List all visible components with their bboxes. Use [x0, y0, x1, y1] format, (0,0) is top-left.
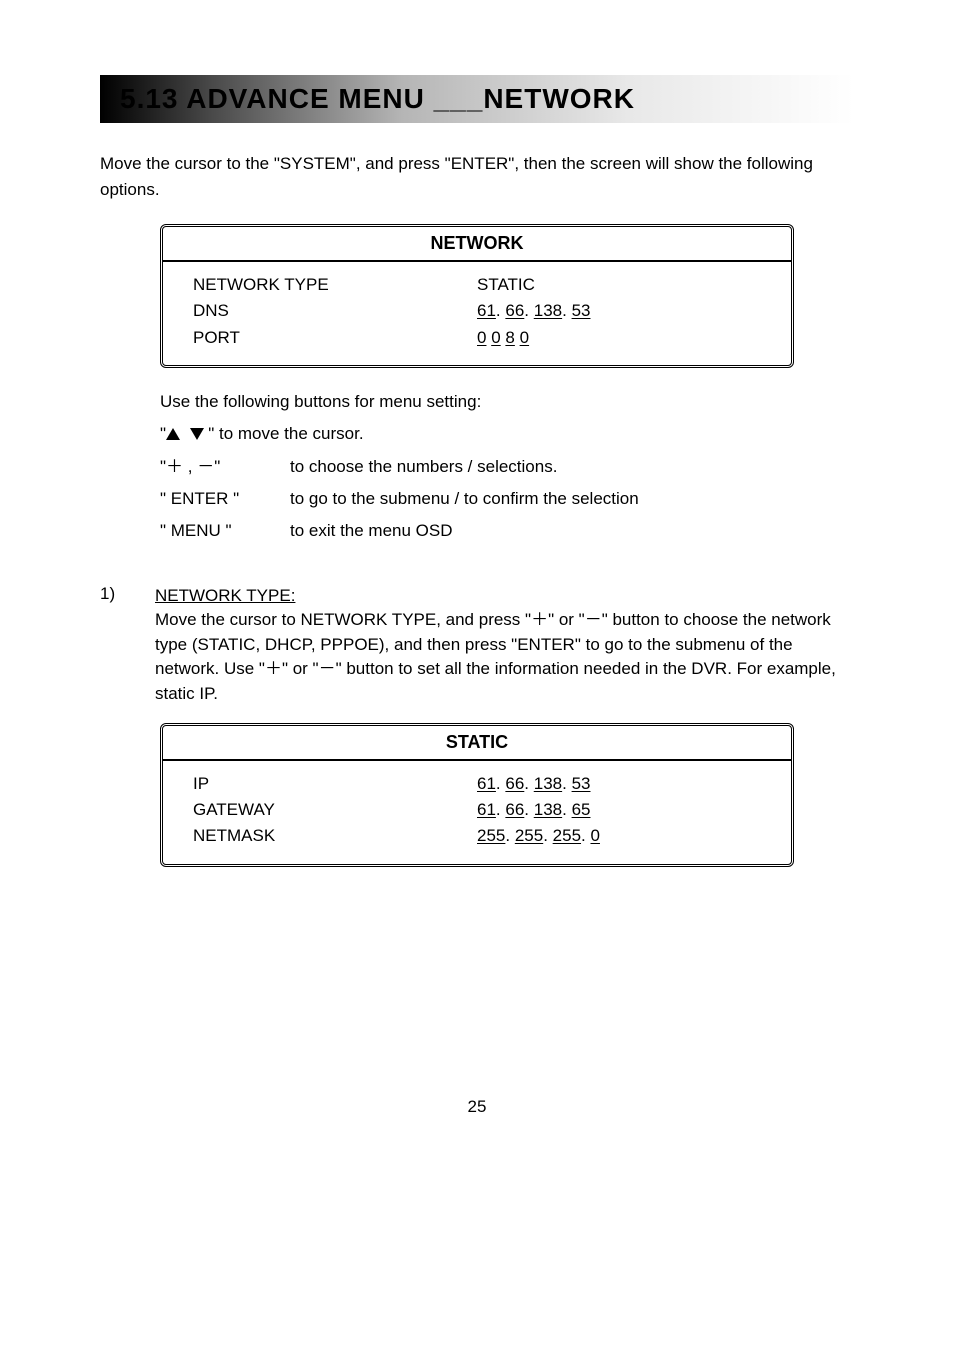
section-title: 5.13 ADVANCE MENU ___NETWORK: [120, 83, 635, 114]
ip-octet: 53: [572, 774, 591, 793]
ip-octet: 61: [477, 774, 496, 793]
port-digit: 0: [520, 328, 529, 347]
usage-row: "＋ , －" to choose the numbers / selectio…: [160, 451, 854, 483]
ip-octet: 61: [477, 800, 496, 819]
static-row-label: NETMASK: [193, 823, 477, 849]
usage-arrows-text: " to move the cursor.: [208, 424, 363, 443]
ip-octet: 255: [515, 826, 543, 845]
port-digit: 0: [477, 328, 486, 347]
port-digit: 8: [505, 328, 514, 347]
ip-octet: 0: [590, 826, 599, 845]
network-row-label: NETWORK TYPE: [193, 272, 477, 298]
static-row-value: 61. 66. 138. 65: [477, 797, 761, 823]
ip-octet: 66: [505, 301, 524, 320]
static-row-label: IP: [193, 771, 477, 797]
ip-octet: 66: [505, 774, 524, 793]
page-number: 25: [100, 1097, 854, 1117]
ip-octet: 138: [534, 800, 562, 819]
item-body: Move the cursor to NETWORK TYPE, and pre…: [155, 608, 854, 707]
usage-key: " MENU ": [160, 515, 290, 547]
static-row-label: GATEWAY: [193, 797, 477, 823]
triangle-up-icon: [166, 428, 180, 440]
ip-octet: 61: [477, 301, 496, 320]
network-box: NETWORK NETWORK TYPE DNS PORT STATIC 61.…: [160, 224, 794, 368]
network-row-value: 61. 66. 138. 53: [477, 298, 761, 324]
ip-octet: 53: [572, 301, 591, 320]
network-row-value: STATIC: [477, 272, 761, 298]
ip-octet: 255: [477, 826, 505, 845]
ip-octet: 65: [572, 800, 591, 819]
usage-lead: Use the following buttons for menu setti…: [160, 386, 854, 418]
network-box-title: NETWORK: [163, 227, 791, 262]
usage-val: to exit the menu OSD: [290, 515, 854, 547]
usage-arrows-line: " " to move the cursor.: [160, 418, 854, 450]
static-box-title: STATIC: [163, 726, 791, 761]
usage-row: " MENU " to exit the menu OSD: [160, 515, 854, 547]
usage-block: Use the following buttons for menu setti…: [160, 386, 854, 547]
numbered-item: 1) NETWORK TYPE: Move the cursor to NETW…: [100, 584, 854, 707]
network-row-label: PORT: [193, 325, 477, 351]
port-digit: 0: [491, 328, 500, 347]
static-row-value: 255. 255. 255. 0: [477, 823, 761, 849]
static-row-value: 61. 66. 138. 53: [477, 771, 761, 797]
ip-octet: 138: [534, 774, 562, 793]
triangle-down-icon: [190, 428, 204, 440]
item-number: 1): [100, 584, 155, 707]
usage-key: "＋ , －": [160, 451, 290, 483]
intro-paragraph: Move the cursor to the "SYSTEM", and pre…: [100, 151, 854, 202]
network-row-label: DNS: [193, 298, 477, 324]
static-box: STATIC IP GATEWAY NETMASK 61. 66. 138. 5…: [160, 723, 794, 867]
usage-key: " ENTER ": [160, 483, 290, 515]
usage-val: to choose the numbers / selections.: [290, 451, 854, 483]
network-row-value: 0 0 8 0: [477, 325, 761, 351]
ip-octet: 255: [553, 826, 581, 845]
ip-octet: 66: [505, 800, 524, 819]
ip-octet: 138: [534, 301, 562, 320]
section-header: 5.13 ADVANCE MENU ___NETWORK: [100, 75, 854, 123]
usage-val: to go to the submenu / to confirm the se…: [290, 483, 854, 515]
usage-row: " ENTER " to go to the submenu / to conf…: [160, 483, 854, 515]
item-title: NETWORK TYPE:: [155, 584, 854, 609]
